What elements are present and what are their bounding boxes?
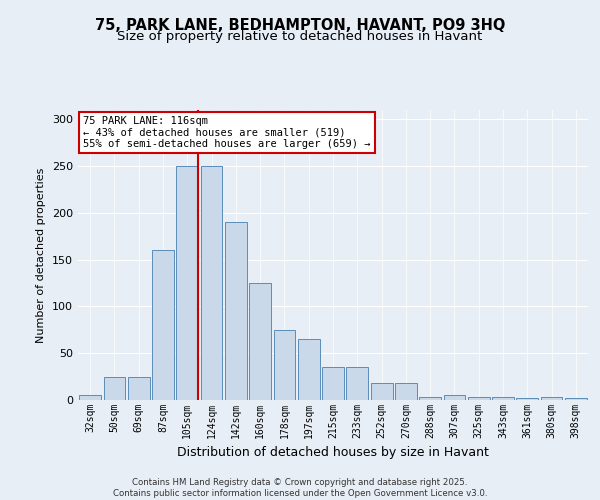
Text: Contains HM Land Registry data © Crown copyright and database right 2025.
Contai: Contains HM Land Registry data © Crown c… <box>113 478 487 498</box>
Bar <box>346 368 368 400</box>
Bar <box>443 396 466 400</box>
Bar <box>249 283 271 400</box>
Bar <box>274 330 295 400</box>
Text: 75, PARK LANE, BEDHAMPTON, HAVANT, PO9 3HQ: 75, PARK LANE, BEDHAMPTON, HAVANT, PO9 3… <box>95 18 505 32</box>
Bar <box>468 397 490 400</box>
Y-axis label: Number of detached properties: Number of detached properties <box>37 168 46 342</box>
Bar <box>225 222 247 400</box>
Bar <box>104 376 125 400</box>
Bar <box>395 383 417 400</box>
Bar <box>371 383 392 400</box>
Bar <box>176 166 198 400</box>
Bar <box>517 398 538 400</box>
Bar <box>565 398 587 400</box>
Bar <box>152 250 174 400</box>
Bar <box>492 397 514 400</box>
Bar <box>419 397 441 400</box>
Bar <box>322 368 344 400</box>
Text: Size of property relative to detached houses in Havant: Size of property relative to detached ho… <box>118 30 482 43</box>
Bar <box>79 396 101 400</box>
Bar <box>200 166 223 400</box>
X-axis label: Distribution of detached houses by size in Havant: Distribution of detached houses by size … <box>177 446 489 460</box>
Text: 75 PARK LANE: 116sqm
← 43% of detached houses are smaller (519)
55% of semi-deta: 75 PARK LANE: 116sqm ← 43% of detached h… <box>83 116 371 149</box>
Bar <box>298 339 320 400</box>
Bar <box>128 376 149 400</box>
Bar <box>541 397 562 400</box>
